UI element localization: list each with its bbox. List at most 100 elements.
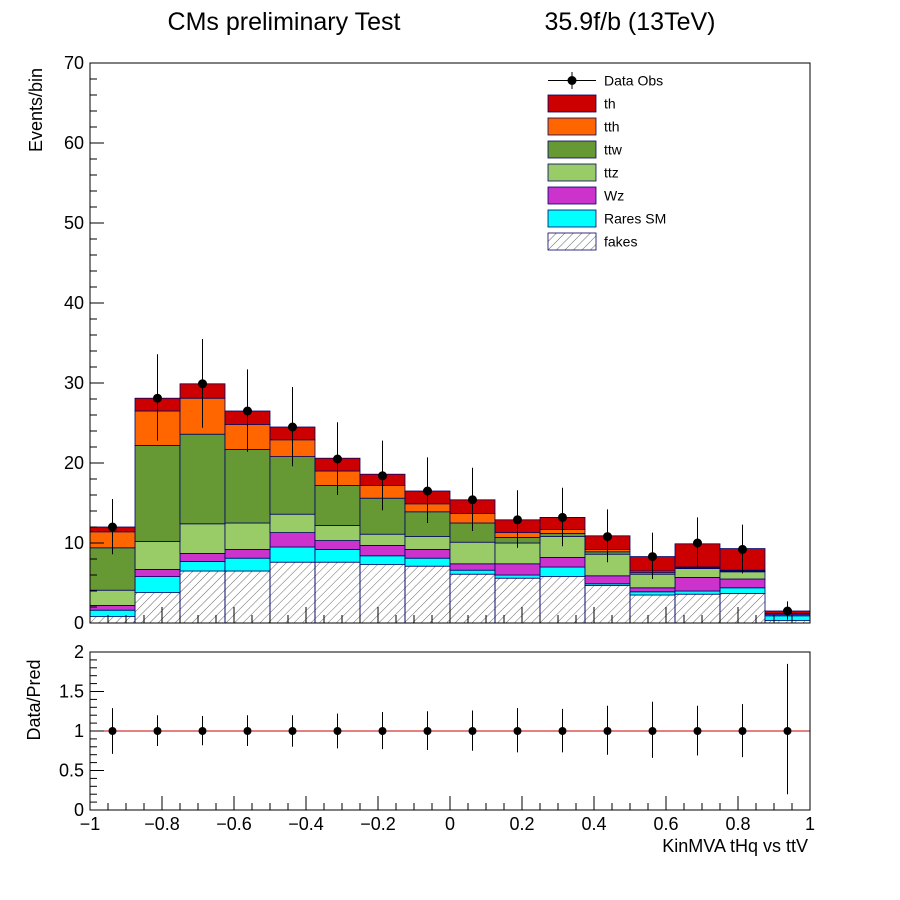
legend: Data Obs th tth ttw ttz Wz Rares SM fakes <box>547 72 666 251</box>
chart-title: CMs preliminary Test <box>168 8 401 36</box>
bar-wz-11 <box>584 575 631 585</box>
bar-fakes-3 <box>224 570 271 624</box>
bar-fakes-13 <box>674 593 721 624</box>
ratio-panel: 0 0.5 1 1.5 2 −1 −0.8 −0.6 −0.4 −0.2 0 0.2 0.4 0.6 0.… <box>24 642 815 856</box>
x-tick-label-10: 1 <box>805 814 815 834</box>
ratio-point-12 <box>648 727 657 735</box>
bar-ttw-3 <box>224 448 271 524</box>
data-obs-point-0 <box>108 522 117 532</box>
legend-swatch-wz <box>547 186 597 205</box>
main-x-axis-ticks <box>89 607 811 623</box>
legend-label-data-obs: Data Obs <box>604 73 663 89</box>
x-tick-label-7: 0.4 <box>581 814 606 834</box>
ratio-point-6 <box>378 727 387 735</box>
legend-label-ttz: ttz <box>604 165 619 181</box>
bar-fakes-14 <box>719 593 766 624</box>
data-obs-point-5 <box>333 454 342 464</box>
bar-ttz-2 <box>179 523 226 554</box>
data-obs-point-12 <box>648 552 657 562</box>
bar-ttz-1 <box>134 541 181 570</box>
x-tick-label-3: −0.4 <box>288 814 324 834</box>
bar-fakes-5 <box>314 561 361 624</box>
data-obs-point-4 <box>288 422 297 432</box>
bar-ttw-1 <box>134 444 181 542</box>
x-tick-label-6: 0.2 <box>509 814 534 834</box>
y-tick-label-20: 20 <box>64 453 84 473</box>
bar-ttw-2 <box>179 433 226 525</box>
y-tick-label-70: 70 <box>64 53 84 73</box>
ratio-x-axis: −1 −0.8 −0.6 −0.4 −0.2 0 0.2 0.4 0.6 0.8 1 <box>80 796 815 834</box>
bar-fakes-2 <box>179 570 226 624</box>
ratio-y-tick-label-3: 1.5 <box>59 682 84 702</box>
bar-fakes-4 <box>269 561 316 624</box>
bar-rares-sm-10 <box>539 566 586 578</box>
legend-swatch-ttw <box>547 140 597 159</box>
bar-fakes-6 <box>359 564 406 624</box>
legend-swatch-ttz <box>547 163 597 182</box>
bar-ttz-6 <box>359 533 406 546</box>
bar-fakes-11 <box>584 585 631 624</box>
ratio-point-1 <box>153 727 162 735</box>
data-obs-point-7 <box>423 486 432 496</box>
bar-wz-14 <box>719 578 766 589</box>
bar-wz-12 <box>629 587 676 593</box>
ratio-point-4 <box>288 727 297 735</box>
bar-ttz-5 <box>314 525 361 542</box>
data-obs-point-10 <box>558 512 567 522</box>
bar-rares-sm-7 <box>404 557 451 567</box>
ratio-point-9 <box>513 727 522 735</box>
data-obs-point-8 <box>468 495 477 505</box>
luminosity-label: 35.9f/b (13TeV) <box>545 8 716 36</box>
y-tick-label-60: 60 <box>64 133 84 153</box>
bar-rares-sm-13 <box>674 590 721 595</box>
data-obs-point-14 <box>738 544 747 554</box>
legend-label-fakes: fakes <box>604 234 637 250</box>
ratio-point-15 <box>783 727 792 735</box>
bar-ttw-0 <box>89 547 136 591</box>
y-tick-label-10: 10 <box>64 533 84 553</box>
x-tick-label-1: −0.8 <box>144 814 180 834</box>
bar-fakes-1 <box>134 592 181 624</box>
x-tick-label-0: −1 <box>80 814 101 834</box>
x-tick-label-4: −0.2 <box>360 814 396 834</box>
bar-rares-sm-5 <box>314 549 361 563</box>
bar-wz-1 <box>134 569 181 578</box>
data-obs-point-15 <box>783 606 792 616</box>
bar-fakes-12 <box>629 594 676 624</box>
bar-rares-sm-12 <box>629 591 676 596</box>
bar-rares-sm-2 <box>179 561 226 572</box>
data-obs-point-2 <box>198 379 207 389</box>
ratio-y-tick-label-1: 0.5 <box>59 761 84 781</box>
data-points <box>108 339 792 620</box>
bar-wz-5 <box>314 540 361 550</box>
bar-rares-sm-3 <box>224 557 271 572</box>
bar-wz-13 <box>674 577 721 592</box>
bar-wz-9 <box>494 563 541 576</box>
x-tick-label-9: 0.8 <box>725 814 750 834</box>
y-tick-label-50: 50 <box>64 213 84 233</box>
legend-swatch-tth <box>547 117 597 136</box>
ratio-y-tick-label-2: 1 <box>74 721 84 741</box>
bar-ttz-0 <box>89 589 136 606</box>
bar-rares-sm-4 <box>269 546 316 563</box>
main-y-axis-label: Events/bin <box>26 68 46 152</box>
ratio-point-10 <box>558 727 567 735</box>
ratio-point-13 <box>693 727 702 735</box>
data-obs-point-13 <box>693 538 702 548</box>
bar-fakes-0 <box>89 616 136 624</box>
bar-wz-3 <box>224 549 271 559</box>
legend-label-th: th <box>604 96 616 112</box>
bar-ttz-3 <box>224 522 271 550</box>
bar-wz-10 <box>539 557 586 568</box>
bar-ttz-13 <box>674 568 721 578</box>
legend-marker-data-obs <box>567 76 577 85</box>
bar-ttz-8 <box>449 541 496 565</box>
bar-rares-sm-8 <box>449 569 496 575</box>
bar-fakes-7 <box>404 565 451 624</box>
legend-label-ttw: ttw <box>604 142 623 158</box>
y-tick-label-30: 30 <box>64 373 84 393</box>
legend-label-wz: Wz <box>604 188 624 204</box>
bar-wz-4 <box>269 532 316 548</box>
ratio-point-14 <box>738 727 747 735</box>
